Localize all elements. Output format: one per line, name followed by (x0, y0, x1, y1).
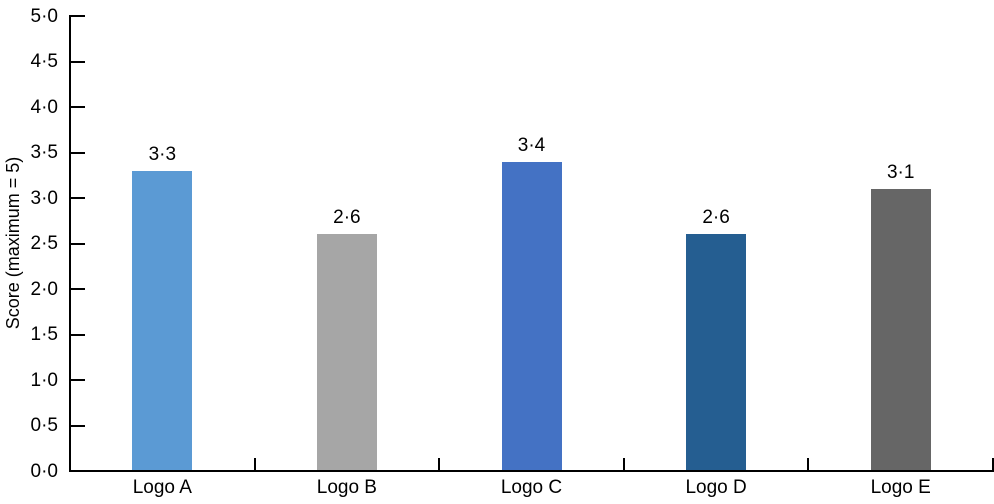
bar-value-label: 2·6 (702, 207, 730, 229)
y-tick (71, 333, 85, 336)
y-tick-label: 0·5 (30, 415, 58, 436)
y-tick (71, 242, 85, 245)
y-tick (71, 288, 85, 290)
x-tick (807, 458, 810, 470)
y-tick (71, 106, 85, 108)
bar-value-label: 2·6 (333, 207, 361, 229)
x-tick (992, 458, 994, 470)
bar-value-label: 3·3 (148, 143, 177, 165)
bar (501, 161, 562, 470)
bar-value-label: 3·4 (517, 134, 546, 156)
bar (686, 234, 747, 470)
y-tick (71, 151, 85, 154)
y-tick-label: 1·5 (30, 324, 58, 345)
y-tick-label: 1·0 (30, 369, 58, 391)
y-axis-line (69, 15, 71, 472)
bar (316, 234, 377, 470)
x-tick (622, 458, 625, 470)
bar-value-label: 3·1 (886, 161, 915, 183)
y-tick (71, 424, 85, 427)
bar (132, 170, 193, 470)
x-tick (253, 458, 256, 470)
bar (870, 188, 931, 470)
y-tick-label: 4·0 (30, 96, 58, 118)
y-tick-label: 0·0 (30, 460, 58, 482)
y-tick (71, 60, 85, 63)
y-tick-label: 4·5 (30, 51, 58, 72)
y-tick (71, 197, 85, 199)
x-category-label: Logo C (500, 477, 563, 498)
x-category-label: Logo B (316, 477, 377, 498)
y-tick-label: 5·0 (30, 5, 58, 27)
y-tick (71, 379, 85, 381)
x-axis-line (69, 470, 994, 472)
y-tick (71, 15, 85, 17)
x-category-label: Logo D (685, 477, 747, 498)
y-tick-label: 2·5 (30, 233, 58, 254)
x-category-label: Logo A (132, 477, 192, 498)
y-tick-label: 2·0 (30, 278, 58, 300)
x-tick (438, 458, 441, 470)
y-tick-label: 3·5 (30, 142, 58, 163)
x-category-label: Logo E (870, 477, 931, 498)
y-tick-label: 3·0 (30, 187, 58, 209)
